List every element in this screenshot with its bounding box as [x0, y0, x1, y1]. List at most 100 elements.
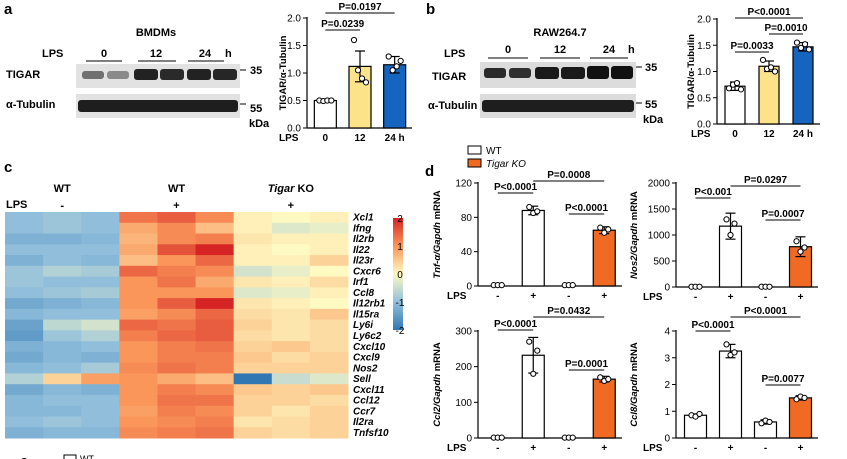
colorbar-tick-label: -1 [396, 298, 405, 309]
data-point [697, 411, 702, 416]
y-tick-label: 0 [466, 282, 472, 293]
p-value-label: P=0.0007 [761, 209, 805, 220]
heatmap-cell [310, 255, 349, 266]
colorbar-tick-label: 1 [397, 242, 403, 253]
blot-b-lane-0: 0 [505, 44, 511, 56]
gene-label: Ccl8 [353, 288, 375, 299]
gene-label: Cxcl9 [353, 353, 380, 364]
data-point [398, 58, 403, 63]
heatmap-cell [196, 234, 235, 245]
heatmap-cell [5, 384, 44, 395]
y-axis-label: TIGAR/α-Tubulin [278, 35, 289, 110]
p-value-label: P<0.0001 [747, 7, 791, 18]
heatmap-cell [234, 373, 273, 384]
heatmap-cell [196, 427, 235, 438]
gene-label: Il22 [353, 245, 370, 256]
heatmap-cell [272, 363, 311, 374]
blot-a-marker-55: 55 [250, 103, 262, 115]
heatmap-cell [272, 330, 311, 341]
heatmap-cell [119, 427, 158, 438]
heatmap-cell [157, 223, 196, 234]
lps-sign: - [694, 292, 697, 303]
heatmap-cell [43, 244, 82, 255]
heatmap-cell [272, 309, 311, 320]
blot-a-tubulin-label: α-Tubulin [6, 99, 56, 111]
p-value-label: P<0.0001 [565, 203, 609, 214]
legend-d: WT Tigar KO [468, 146, 526, 170]
chart-a-tigar-quant: 0.00.51.01.52.0TIGAR/α-Tubulin0 12 24 hLPS… [278, 2, 412, 144]
blot-a-lane-12: 12 [150, 48, 162, 60]
heatmap-cell [272, 416, 311, 427]
heatmap-cell [157, 298, 196, 309]
heatmap-cell [234, 277, 273, 288]
blot-b-tubulin-label: α-Tubulin [428, 100, 478, 112]
heatmap-cell [5, 223, 44, 234]
heatmap-cell [310, 363, 349, 374]
data-point [531, 371, 536, 376]
heatmap-cell [310, 384, 349, 395]
heatmap-cell [119, 255, 158, 266]
heatmap-cell [81, 320, 120, 331]
heatmap-cell [234, 341, 273, 352]
heatmap-cell [119, 373, 158, 384]
chart-d-ccl8: 0 1 2 3 4 Ccl8/Gapdh mRNA - + - + LPS P<0.0001 P<0.0… [629, 306, 818, 454]
blot-b-lane-24: 24 [603, 44, 616, 56]
y-tick-label: 120 [455, 179, 472, 190]
heatmap-cell [157, 287, 196, 298]
band [587, 66, 609, 79]
lps-sign: + [601, 291, 607, 302]
x-tick-label: 12 [354, 133, 366, 144]
heatmap-cell [234, 352, 273, 363]
heatmap-cell [5, 266, 44, 277]
heatmap-cell [81, 416, 120, 427]
heatmap-cell [119, 406, 158, 417]
heatmap-cell [234, 298, 273, 309]
data-point [798, 249, 803, 254]
figure-canvas: a BMDMs LPS 0 12 24 h TIGAR α-Tubulin 35… [0, 0, 847, 459]
heatmap-cell [310, 373, 349, 384]
heatmap-cell [5, 406, 44, 417]
heatmap-cell [5, 287, 44, 298]
band [213, 69, 237, 80]
heatmap-cell [119, 298, 158, 309]
heatmap-cell [5, 373, 44, 384]
p-value-label: P=0.0010 [764, 23, 808, 34]
panel-letter-a: a [4, 1, 13, 18]
data-point [535, 209, 540, 214]
group-label: WT [168, 183, 185, 195]
heatmap-cell [81, 244, 120, 255]
heatmap-cell [234, 287, 273, 298]
heatmap-cell [310, 266, 349, 277]
heatmap-cell [272, 234, 311, 245]
data-point [394, 64, 399, 69]
data-point [728, 232, 733, 237]
y-tick-label: 2 [664, 380, 670, 391]
blot-a-lps-label: LPS [42, 48, 63, 60]
gene-label: Ly6i [353, 320, 373, 331]
p-value-label: P=0.0297 [744, 175, 788, 186]
heatmap-cell [157, 427, 196, 438]
heatmap-cell [234, 212, 273, 223]
data-point [499, 435, 504, 440]
x-tick-label: 0 [732, 129, 738, 140]
heatmap-cell [43, 266, 82, 277]
heatmap-cell [5, 320, 44, 331]
legend-label-tigar-ko: Tigar KO [486, 159, 526, 170]
heatmap-cell [5, 234, 44, 245]
data-point [724, 217, 729, 222]
blot-a-lane-0: 0 [101, 48, 107, 60]
heatmap-cell [81, 341, 120, 352]
heatmap-cell [196, 255, 235, 266]
heatmap-cell [43, 427, 82, 438]
lps-sign: - [764, 443, 767, 454]
blot-b-kda: kDa [643, 114, 664, 126]
heatmap-cell [119, 212, 158, 223]
heatmap-cell [196, 287, 235, 298]
bar [720, 351, 742, 438]
heatmap-cell [43, 234, 82, 245]
heatmap-cell [196, 363, 235, 374]
heatmap-cell [272, 341, 311, 352]
heatmap-cell [119, 330, 158, 341]
y-tick-label: 4 [664, 327, 670, 338]
heatmap-cell [272, 373, 311, 384]
